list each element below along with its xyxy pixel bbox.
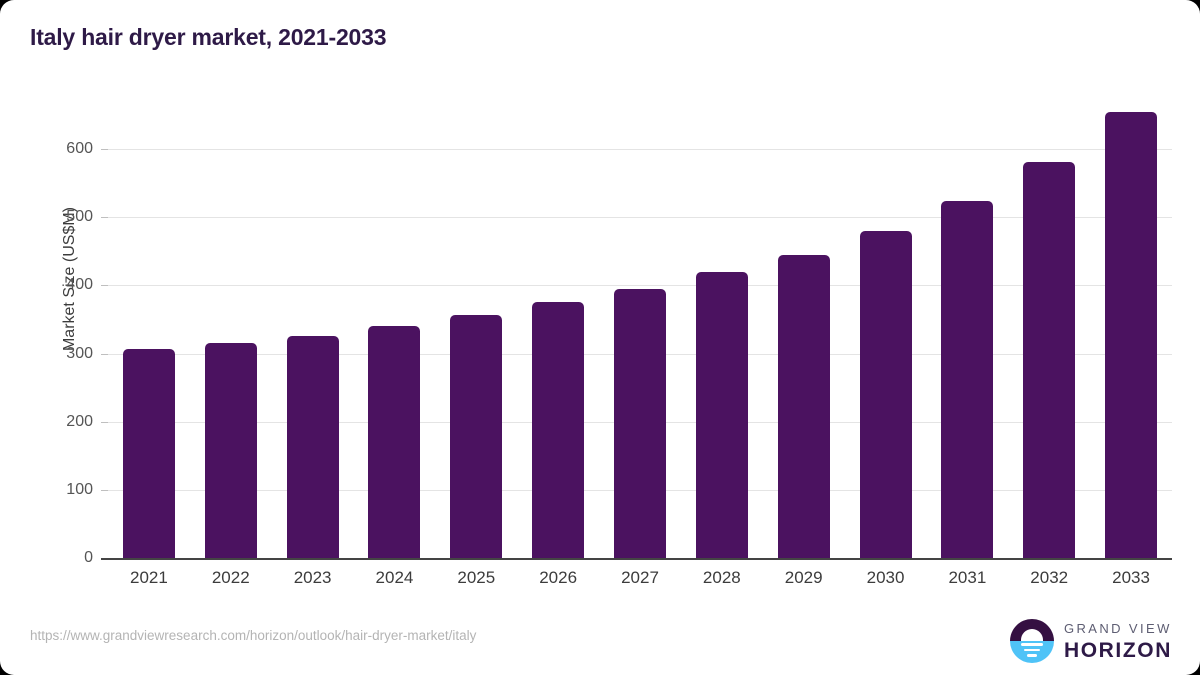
bar[interactable]: [286, 335, 339, 558]
y-tick-mark: [101, 353, 108, 355]
logo-water-half: [1009, 641, 1054, 663]
logo-text-grand-view: GRAND VIEW: [1063, 620, 1172, 636]
logo-sun-dome: [1020, 629, 1043, 641]
grand-view-horizon-logo[interactable]: GRAND VIEW HORIZON: [1009, 618, 1172, 664]
logo-ray-line-2: [1023, 648, 1040, 651]
x-tick-label: 2030: [866, 568, 905, 587]
y-tick-mark: [101, 489, 108, 491]
y-tick-mark: [101, 285, 108, 287]
x-tick-label: 2023: [293, 568, 332, 587]
bar[interactable]: [1023, 161, 1076, 558]
bar[interactable]: [777, 254, 830, 558]
y-tick-mark: [101, 217, 108, 219]
logo-ray-line-1: [1020, 643, 1043, 646]
x-tick-label: 2024: [375, 568, 414, 587]
y-tick-label: 200: [66, 412, 93, 430]
x-tick-label: 2021: [130, 568, 168, 587]
y-tick-label: 500: [66, 208, 93, 226]
y-tick-label: 600: [66, 140, 93, 157]
x-tick-label: 2032: [1030, 568, 1069, 587]
x-tick-label: 2028: [702, 568, 741, 587]
bar[interactable]: [450, 314, 503, 558]
y-tick-label: 0: [84, 549, 93, 566]
gridline: [108, 285, 1172, 287]
bar[interactable]: [204, 343, 257, 558]
source-url[interactable]: https://www.grandviewresearch.com/horizo…: [30, 628, 477, 643]
x-axis-line: [101, 558, 1172, 560]
x-tick-label: 2022: [211, 568, 250, 587]
y-tick-label: 400: [66, 276, 93, 294]
bar[interactable]: [532, 302, 585, 558]
x-tick-label: 2025: [457, 568, 496, 587]
gridline: [108, 149, 1172, 150]
y-tick-mark: [101, 149, 108, 150]
bar[interactable]: [695, 272, 748, 558]
horizon-sunrise-icon: [1009, 619, 1054, 663]
logo-ray-line-3: [1026, 654, 1037, 657]
bar[interactable]: [368, 325, 421, 558]
y-tick-label: 300: [66, 344, 93, 362]
gridline: [108, 217, 1172, 219]
page-title: Italy hair dryer market, 2021-2033: [30, 24, 387, 50]
x-tick-label: 2031: [948, 568, 987, 587]
bar[interactable]: [122, 349, 175, 558]
bar[interactable]: [859, 230, 912, 558]
y-tick-mark: [101, 421, 108, 423]
x-tick-label: 2033: [1112, 568, 1150, 587]
bar[interactable]: [1105, 111, 1158, 558]
x-tick-label: 2029: [784, 568, 823, 587]
bar[interactable]: [941, 201, 994, 558]
logo-text-horizon: HORIZON: [1063, 638, 1172, 662]
x-tick-label: 2027: [621, 568, 659, 587]
bar[interactable]: [614, 288, 666, 558]
logo-wordmark: GRAND VIEW HORIZON: [1064, 622, 1172, 661]
y-tick-label: 100: [66, 480, 93, 498]
x-tick-label: 2026: [539, 568, 578, 587]
